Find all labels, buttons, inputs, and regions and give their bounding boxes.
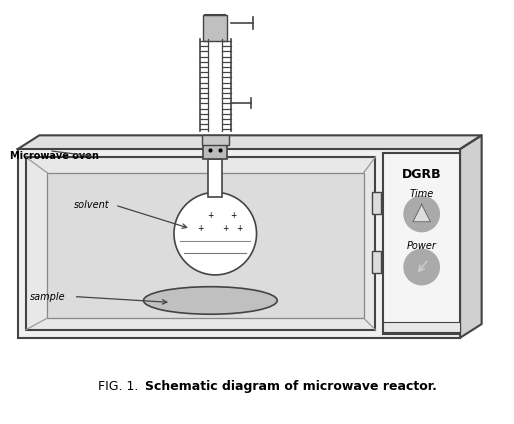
Polygon shape bbox=[413, 204, 431, 222]
Text: solvent: solvent bbox=[74, 200, 109, 210]
Polygon shape bbox=[460, 135, 482, 338]
Text: Schematic diagram of microwave reactor.: Schematic diagram of microwave reactor. bbox=[145, 380, 437, 393]
Text: Power: Power bbox=[407, 241, 436, 251]
Text: +: + bbox=[230, 212, 236, 220]
Bar bbox=[204, 141, 227, 159]
Bar bbox=[383, 153, 460, 334]
Bar bbox=[372, 251, 381, 273]
Polygon shape bbox=[17, 135, 482, 149]
Circle shape bbox=[174, 192, 256, 275]
Text: Microwave oven: Microwave oven bbox=[10, 151, 99, 161]
Text: +: + bbox=[236, 224, 243, 233]
Bar bbox=[17, 149, 460, 338]
Bar bbox=[208, 159, 222, 197]
Text: Time: Time bbox=[410, 189, 434, 199]
Bar bbox=[204, 15, 227, 41]
Circle shape bbox=[404, 196, 439, 232]
Bar bbox=[26, 157, 376, 330]
Bar bbox=[47, 173, 364, 318]
Text: sample: sample bbox=[29, 292, 65, 301]
Bar bbox=[201, 135, 229, 145]
Text: +: + bbox=[222, 224, 228, 233]
Circle shape bbox=[404, 249, 439, 285]
Text: +: + bbox=[197, 224, 204, 233]
Text: FIG. 1.: FIG. 1. bbox=[98, 380, 143, 393]
Bar bbox=[372, 192, 381, 214]
Text: DGRB: DGRB bbox=[402, 168, 442, 181]
Text: +: + bbox=[207, 212, 213, 220]
Ellipse shape bbox=[143, 287, 277, 314]
Bar bbox=[383, 322, 460, 332]
